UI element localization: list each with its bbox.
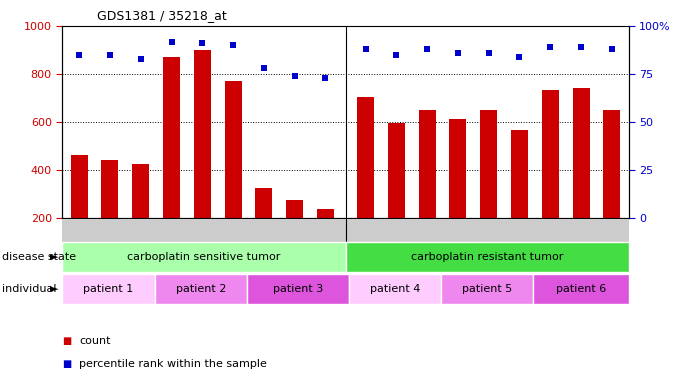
Bar [441, 274, 533, 304]
Bar [388, 123, 405, 266]
Text: patient 4: patient 4 [370, 284, 420, 294]
Text: patient 6: patient 6 [556, 284, 606, 294]
Bar [480, 110, 497, 266]
Point [104, 52, 115, 58]
Point [135, 56, 146, 62]
Bar [286, 200, 303, 266]
Point [166, 39, 177, 45]
Text: patient 5: patient 5 [462, 284, 512, 294]
Bar [603, 110, 621, 266]
Point [606, 46, 617, 52]
Point [514, 54, 525, 60]
Text: ■: ■ [62, 359, 71, 369]
Point [360, 46, 371, 52]
Point [576, 44, 587, 50]
Text: ■: ■ [62, 336, 71, 346]
Bar [70, 155, 88, 266]
Bar [511, 130, 528, 266]
Bar [346, 242, 629, 272]
Bar [102, 160, 118, 266]
Bar [247, 274, 348, 304]
Text: patient 2: patient 2 [176, 284, 226, 294]
Bar [357, 97, 374, 266]
Point [258, 65, 269, 71]
Bar [163, 57, 180, 266]
Point [545, 44, 556, 50]
Text: disease state: disease state [2, 252, 76, 262]
Point [391, 52, 402, 58]
Bar [449, 120, 466, 266]
Text: carboplatin sensitive tumor: carboplatin sensitive tumor [127, 252, 281, 262]
Text: carboplatin resistant tumor: carboplatin resistant tumor [411, 252, 563, 262]
Point [227, 42, 238, 48]
Text: GDS1381 / 35218_at: GDS1381 / 35218_at [97, 9, 227, 22]
Bar [194, 50, 211, 266]
Bar [62, 274, 155, 304]
Bar [573, 88, 589, 266]
Text: individual: individual [2, 284, 57, 294]
Text: patient 1: patient 1 [83, 284, 133, 294]
Point [422, 46, 433, 52]
Bar [225, 81, 242, 266]
Bar [62, 242, 346, 272]
Point [483, 50, 494, 56]
Text: patient 3: patient 3 [273, 284, 323, 294]
Bar [256, 188, 272, 266]
Bar [132, 164, 149, 266]
Bar [348, 274, 441, 304]
Point [320, 75, 331, 81]
Text: percentile rank within the sample: percentile rank within the sample [79, 359, 267, 369]
Point [453, 50, 464, 56]
Point [74, 52, 85, 58]
Bar [419, 110, 435, 266]
Bar [317, 209, 334, 266]
Bar [155, 274, 247, 304]
Point [197, 40, 208, 46]
Bar [542, 90, 559, 266]
Bar [533, 274, 629, 304]
Text: count: count [79, 336, 111, 346]
Point [289, 73, 300, 79]
Text: ►: ► [50, 284, 59, 294]
Text: ►: ► [50, 252, 59, 262]
